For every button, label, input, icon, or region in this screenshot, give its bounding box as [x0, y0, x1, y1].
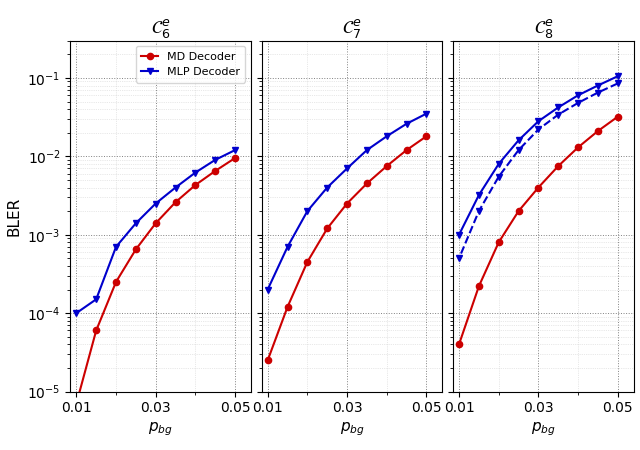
MLP Decoder [383, 134, 390, 139]
MLP Decoder [614, 73, 621, 79]
MLP Decoder [172, 185, 179, 190]
MLP Decoder [303, 208, 311, 214]
MD Decoder [264, 358, 271, 363]
MD Decoder [495, 239, 502, 245]
X-axis label: $p_{bg}$: $p_{bg}$ [148, 421, 173, 438]
MD Decoder [534, 185, 542, 190]
MLP Decoder [264, 287, 271, 292]
MD Decoder [284, 304, 291, 310]
MLP Decoder [284, 244, 291, 250]
Line: MD Decoder: MD Decoder [73, 155, 238, 407]
MD Decoder [72, 401, 80, 406]
Line: MLP Decoder: MLP Decoder [264, 111, 429, 292]
MD Decoder [363, 181, 371, 186]
MD Decoder [343, 201, 351, 206]
MLP Decoder [534, 118, 542, 124]
MLP Decoder [231, 148, 239, 153]
Y-axis label: BLER: BLER [6, 196, 22, 236]
Line: MD Decoder: MD Decoder [456, 113, 621, 347]
MD Decoder [231, 155, 239, 161]
MLP Decoder [72, 310, 80, 316]
MLP Decoder [191, 170, 199, 176]
MD Decoder [383, 163, 390, 169]
MLP Decoder [92, 297, 100, 302]
MD Decoder [475, 284, 483, 289]
MD Decoder [574, 144, 582, 150]
MD Decoder [152, 220, 159, 226]
MD Decoder [554, 163, 562, 169]
MLP Decoder [594, 83, 602, 88]
MD Decoder [92, 328, 100, 333]
Line: MLP Decoder: MLP Decoder [73, 147, 238, 316]
MD Decoder [594, 128, 602, 134]
Line: MD Decoder: MD Decoder [264, 133, 429, 364]
MLP Decoder [152, 201, 159, 206]
Title: $\mathcal{C}_6^e$: $\mathcal{C}_6^e$ [151, 18, 170, 40]
MLP Decoder [475, 193, 483, 198]
MD Decoder [455, 342, 463, 347]
X-axis label: $p_{bg}$: $p_{bg}$ [340, 421, 364, 438]
MD Decoder [614, 114, 621, 119]
MLP Decoder [455, 232, 463, 238]
MLP Decoder [554, 105, 562, 110]
MD Decoder [132, 247, 140, 252]
MLP Decoder [574, 93, 582, 98]
MD Decoder [112, 279, 120, 284]
MD Decoder [172, 199, 179, 205]
MLP Decoder [112, 244, 120, 250]
MLP Decoder [132, 220, 140, 226]
Title: $\mathcal{C}_7^e$: $\mathcal{C}_7^e$ [342, 18, 362, 40]
MLP Decoder [495, 161, 502, 166]
Title: $\mathcal{C}_8^e$: $\mathcal{C}_8^e$ [534, 18, 553, 40]
MD Decoder [211, 168, 219, 174]
MD Decoder [303, 259, 311, 265]
MLP Decoder [323, 185, 331, 190]
X-axis label: $p_{bg}$: $p_{bg}$ [531, 421, 556, 438]
MLP Decoder [403, 121, 410, 126]
MLP Decoder [515, 138, 522, 143]
MLP Decoder [211, 157, 219, 162]
Legend: MD Decoder, MLP Decoder: MD Decoder, MLP Decoder [136, 46, 245, 83]
MD Decoder [403, 148, 410, 153]
MD Decoder [422, 134, 430, 139]
Line: MLP Decoder: MLP Decoder [456, 73, 621, 238]
MD Decoder [323, 226, 331, 231]
MLP Decoder [343, 166, 351, 171]
MD Decoder [515, 208, 522, 214]
MLP Decoder [363, 148, 371, 153]
MD Decoder [191, 182, 199, 188]
MLP Decoder [422, 111, 430, 117]
